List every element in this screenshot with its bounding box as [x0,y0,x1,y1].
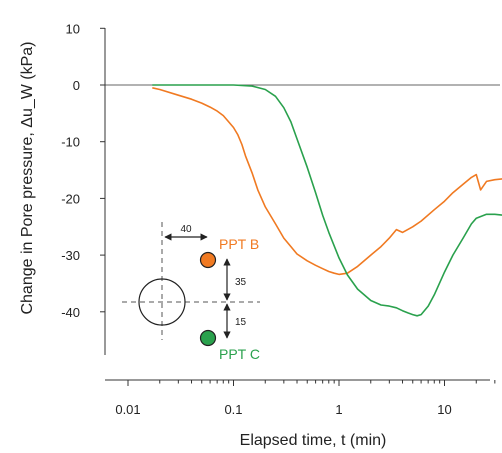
y-tick-label: -40 [61,305,80,320]
series-group [152,84,502,317]
y-tick-label: -30 [61,248,80,263]
ppt-c-marker [199,329,217,347]
x-tick-label: 0.1 [224,402,242,417]
x-axis-title: Elapsed time, t (min) [240,432,387,449]
pile-circle [138,278,186,326]
ppt-b-label: PPT B [219,236,259,252]
x-tick-label: 1 [335,402,342,417]
series-line-ppt-b [152,87,502,276]
y-axis-title: Change in Pore pressure, Δu_W (kPa) [19,41,36,314]
axes: 10 0 -10 -20 -30 -40 0.01 0.1 1 10 [61,21,500,417]
series-line-ppt-c [152,84,502,317]
dimension-label-35: 35 [235,277,247,288]
ppt-c-label: PPT C [219,346,260,362]
x-tick-label: 0.01 [115,402,140,417]
y-tick-label: 10 [66,21,80,36]
dimension-label-40: 40 [180,224,192,235]
dimension-label-15: 15 [235,317,247,328]
x-tick-label: 10 [437,402,451,417]
sensor-layout-inset: PPT B PPT C 40 35 15 [122,222,260,362]
y-tick-label: -20 [61,191,80,206]
y-tick-label: -10 [61,135,80,150]
y-tick-label: 0 [73,78,80,93]
ppt-b-marker [199,251,217,269]
